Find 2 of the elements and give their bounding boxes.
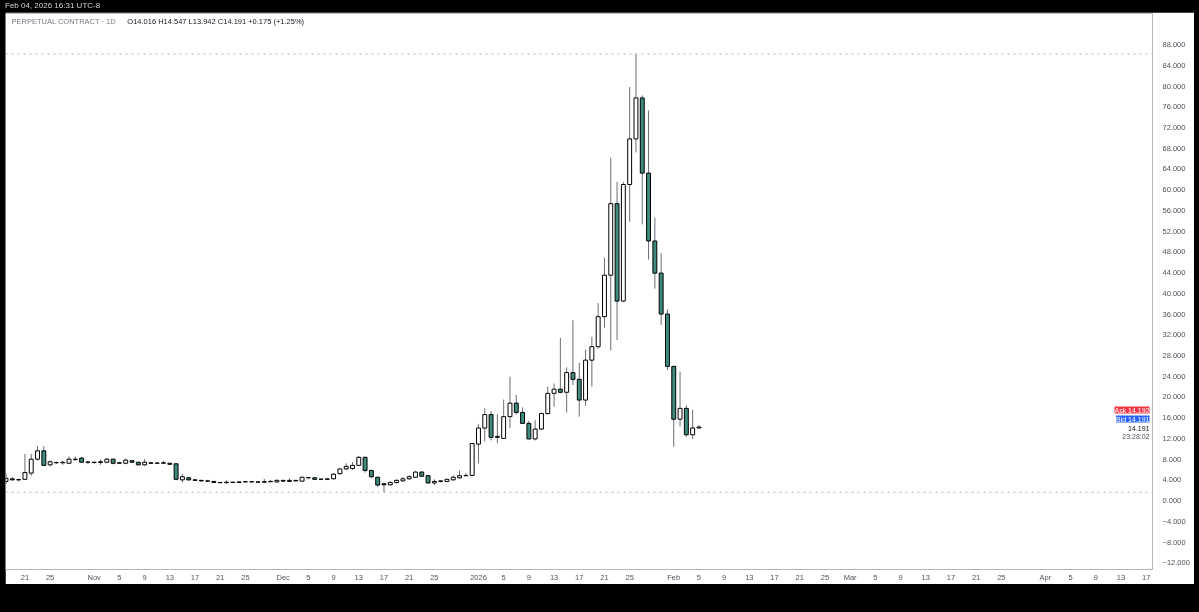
candlestick bbox=[589, 336, 595, 388]
text: Feb 04, 2026 16:31 UTC-8 bbox=[5, 0, 101, 12]
